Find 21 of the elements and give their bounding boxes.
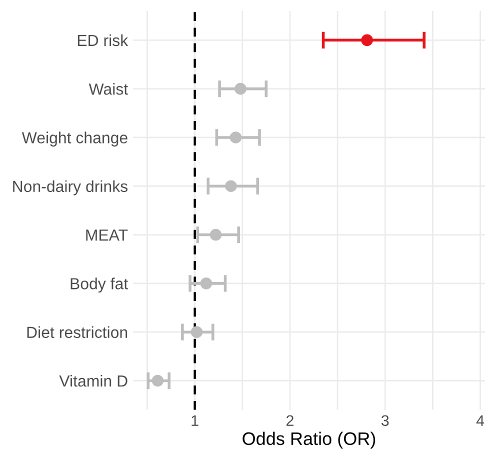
point xyxy=(210,228,222,241)
point xyxy=(361,34,373,46)
x-axis-title: Odds Ratio (OR) xyxy=(242,432,376,449)
point xyxy=(190,326,203,338)
y-tick-label: Weight change xyxy=(22,132,128,147)
y-tick-label: MEAT xyxy=(86,230,128,241)
y-tick-label: Diet restriction xyxy=(27,326,128,338)
point xyxy=(200,278,212,290)
y-tick-label: ED risk xyxy=(78,34,128,46)
point xyxy=(230,132,242,144)
point xyxy=(234,82,246,95)
x-tick-label: 4 xyxy=(476,415,484,426)
point xyxy=(225,180,237,192)
x-tick-label: 2 xyxy=(286,415,294,426)
y-tick-label: Waist xyxy=(88,83,128,95)
x-tick-label: 1 xyxy=(192,415,198,426)
y-tick-label: Non-dairy drinks xyxy=(13,180,128,196)
y-tick-label: Vitamin D xyxy=(59,374,128,387)
point xyxy=(152,374,164,387)
y-tick-label: Body fat xyxy=(70,278,128,293)
x-tick-label: 3 xyxy=(381,415,389,426)
